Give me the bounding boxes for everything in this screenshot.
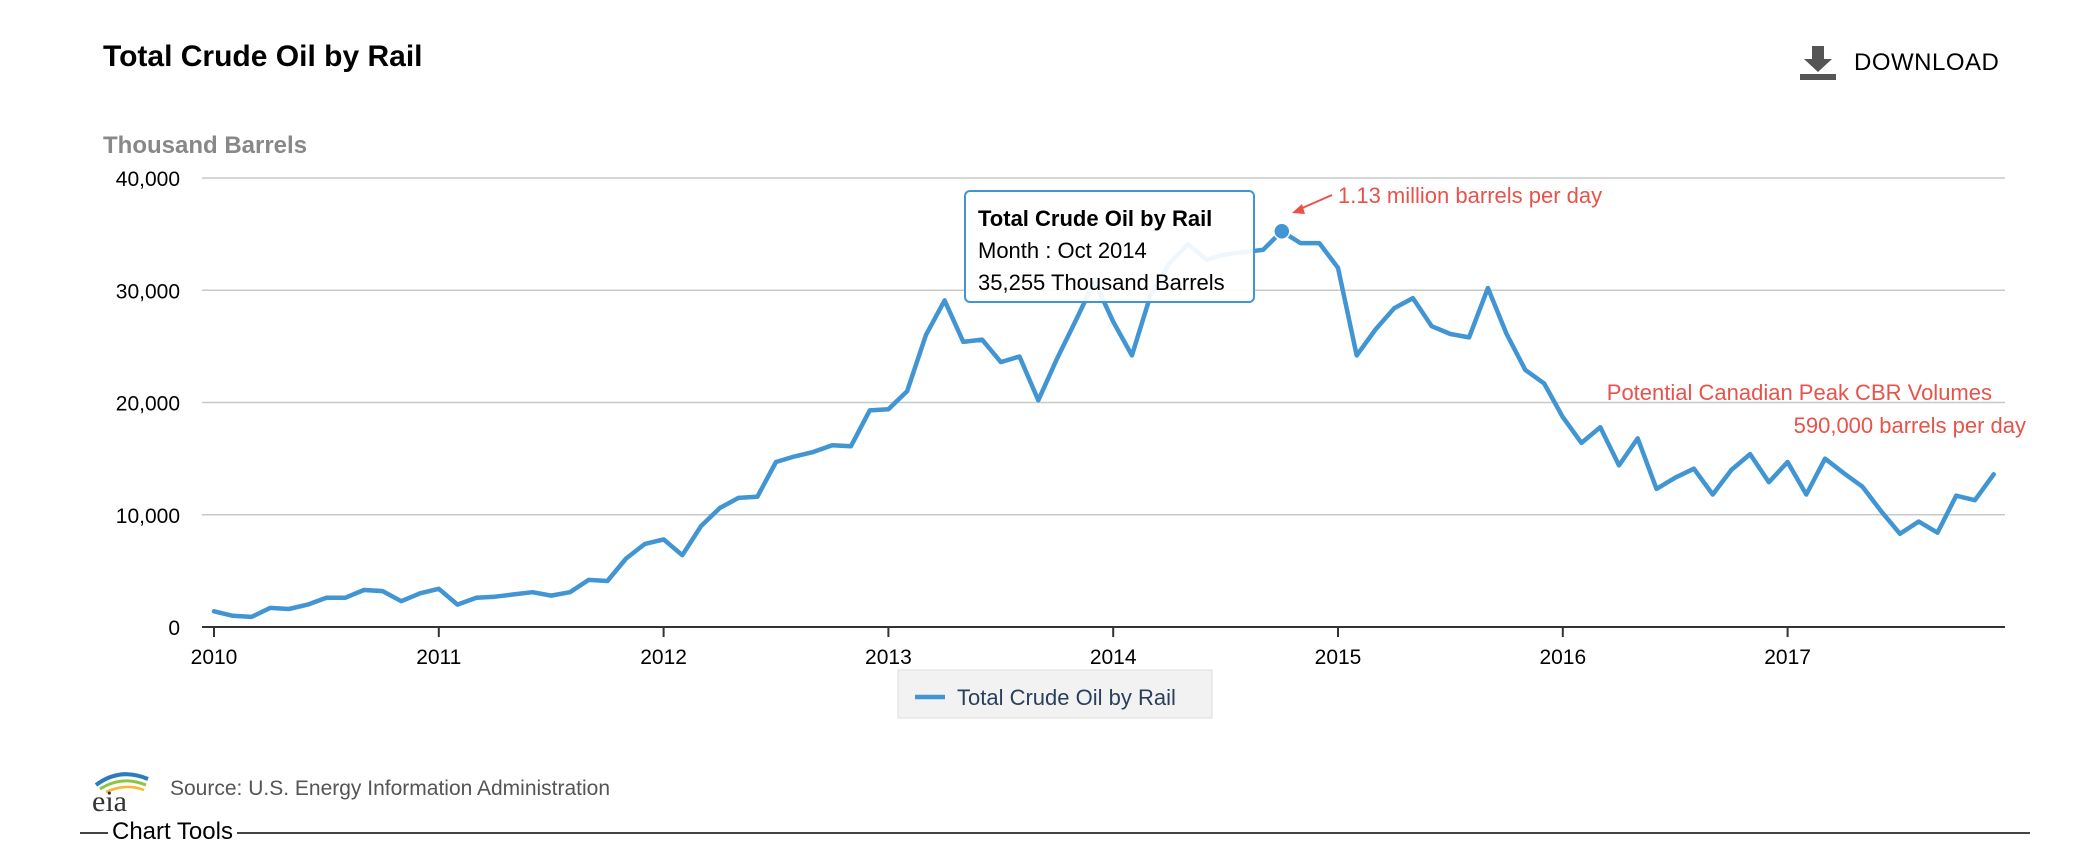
x-tick-label: 2016 [1539,646,1586,669]
eia-logo-text: eia [92,785,127,813]
legend-label[interactable]: Total Crude Oil by Rail [957,685,1176,710]
x-tick-label: 2013 [865,646,912,669]
chart-tools[interactable]: Chart Tools [80,818,2030,848]
chart-area: Thousand Barrels 0 10,000 20,000 30,000 40,00… [0,120,2096,720]
legend-box [897,669,1213,719]
y-tick-label: 20,000 [116,393,180,416]
x-tick-label: 2011 [416,646,461,669]
y-tick-label: 40,000 [116,168,180,191]
source-row: eia Source: U.S. Energy Information Admi… [88,764,610,814]
annotation-arrow [1299,194,1333,210]
tooltip-box [964,190,1255,303]
download-icon [1800,46,1836,80]
tooltip-line: 35,255 Thousand Barrels [978,270,1225,295]
y-tick-label: 10,000 [116,505,180,528]
y-axis-label: Thousand Barrels [103,132,307,159]
legend[interactable]: Total Crude Oil by Rail [897,669,1213,719]
y-tick-label: 0 [168,617,180,640]
x-tick-label: 2014 [1090,646,1137,669]
download-button[interactable]: DOWNLOAD [1800,45,1999,81]
annotation-canadian-peak: Potential Canadian Peak CBR Volumes [1607,380,1992,405]
annotation-canadian-volume: 590,000 barrels per day [1794,413,2026,438]
x-tick-label: 2017 [1764,646,1811,669]
y-tick-label: 30,000 [116,280,180,303]
line-chart[interactable]: Thousand Barrels 0 10,000 20,000 30,000 40,00… [0,120,2096,720]
annotation-arrowhead [1292,204,1305,214]
tooltip-line: Month : Oct 2014 [978,238,1147,263]
x-tick-label: 2015 [1315,646,1362,669]
annotation-peak: 1.13 million barrels per day [1338,183,1602,208]
download-label: DOWNLOAD [1854,49,2000,76]
chart-tools-divider [80,832,2030,834]
chart-title: Total Crude Oil by Rail [103,40,423,73]
source-text: Source: U.S. Energy Information Administ… [170,777,611,800]
tooltip-title: Total Crude Oil by Rail [978,206,1212,231]
eia-logo[interactable]: eia [88,765,152,813]
x-tick-label: 2012 [640,646,687,669]
chart-tools-label[interactable]: Chart Tools [108,818,237,846]
highlighted-point[interactable] [1273,222,1291,241]
x-tick-label: 2010 [191,646,238,669]
